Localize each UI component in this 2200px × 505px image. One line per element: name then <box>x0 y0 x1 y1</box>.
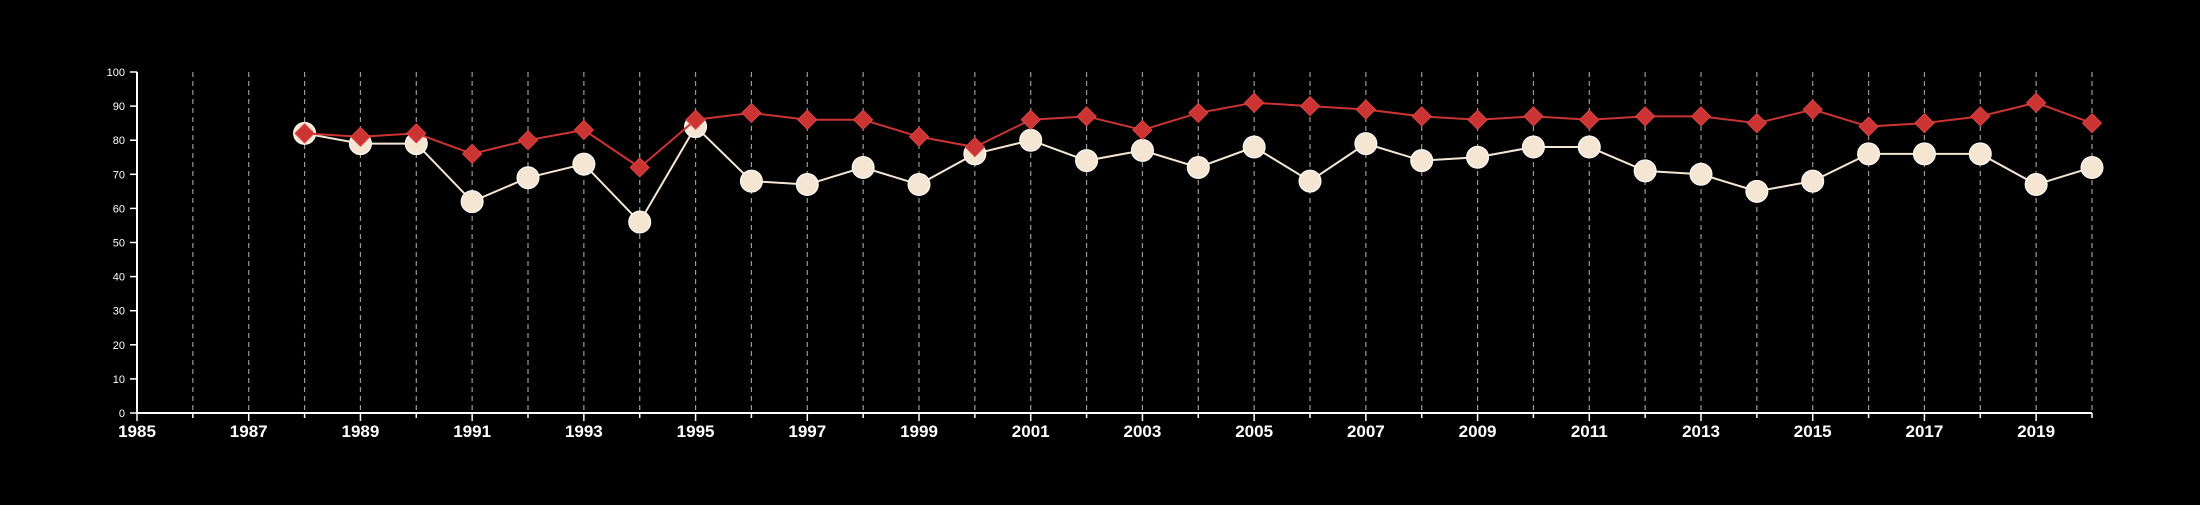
axes: 0 10 20 30 40 50 60 70 80 90 100 1985 1987 1989 1991 19… <box>107 67 2093 441</box>
y-tick-label: 90 <box>113 101 125 113</box>
data-point <box>350 126 371 147</box>
data-point <box>795 173 819 197</box>
x-tick-label: 1993 <box>565 422 603 441</box>
data-point <box>1467 109 1488 130</box>
data-point <box>1188 102 1209 124</box>
data-point <box>461 143 483 165</box>
x-tick-label: 2001 <box>1012 422 1050 441</box>
x-tick-label: 1991 <box>453 422 491 441</box>
data-point <box>1633 159 1657 183</box>
x-tick-label: 2015 <box>1794 422 1832 441</box>
data-point <box>1968 142 1992 166</box>
y-tick-label: 60 <box>113 203 125 215</box>
x-tick-label: 2003 <box>1124 422 1162 441</box>
x-tick-label: 2007 <box>1347 422 1385 441</box>
data-point <box>1914 112 1935 134</box>
y-tick-label: 100 <box>107 67 125 79</box>
data-point <box>1243 92 1265 113</box>
data-point <box>1410 149 1434 173</box>
y-tick-label: 80 <box>113 135 125 147</box>
data-point <box>907 173 931 197</box>
data-point <box>1521 135 1545 159</box>
y-tick-label: 50 <box>113 238 125 250</box>
data-point <box>739 169 763 193</box>
x-tick-label: 1989 <box>342 422 380 441</box>
y-tick-label: 70 <box>113 169 125 181</box>
series-diamond <box>294 92 2103 178</box>
data-point <box>2081 112 2103 134</box>
data-point <box>2024 173 2048 197</box>
data-point <box>1579 109 1600 130</box>
data-point <box>460 190 484 214</box>
data-point <box>1411 106 1432 127</box>
data-point <box>1745 179 1769 203</box>
x-tick-label: 2013 <box>1682 422 1720 441</box>
y-tick-label: 20 <box>113 340 125 352</box>
y-tick-label: 30 <box>113 306 125 318</box>
x-tick-label: 1999 <box>900 422 938 441</box>
data-point <box>1912 142 1936 166</box>
data-point <box>1746 112 1768 134</box>
data-point <box>516 166 540 190</box>
x-tick-label: 2009 <box>1459 422 1497 441</box>
data-point <box>1020 109 1041 130</box>
y-tick-label: 40 <box>113 272 125 284</box>
data-point <box>1075 149 1099 173</box>
x-tick-label: 2017 <box>1906 422 1944 441</box>
data-point <box>1634 106 1656 127</box>
x-tick-label: 1997 <box>788 422 826 441</box>
data-point <box>852 109 874 130</box>
data-point <box>2025 92 2047 113</box>
data-point <box>1076 106 1097 127</box>
data-point <box>741 102 762 124</box>
x-tick-label: 2019 <box>2017 422 2055 441</box>
x-tick-label: 2005 <box>1235 422 1273 441</box>
data-point <box>1186 155 1210 179</box>
data-point <box>1970 106 1991 127</box>
data-point <box>1019 128 1043 152</box>
data-point <box>685 109 706 130</box>
data-point <box>1130 138 1154 162</box>
data-point <box>1354 132 1378 156</box>
data-point <box>1801 169 1825 193</box>
data-point <box>628 210 652 234</box>
x-tick-label: 1985 <box>118 422 156 441</box>
x-tick-label: 1995 <box>677 422 715 441</box>
data-point <box>517 129 539 151</box>
data-point <box>1466 145 1490 169</box>
data-point <box>851 155 875 179</box>
x-tick-label: 2011 <box>1571 422 1608 441</box>
data-point <box>1802 99 1823 120</box>
data-point <box>406 123 427 144</box>
data-point <box>1132 119 1153 141</box>
data-point <box>1689 162 1713 186</box>
data-point <box>629 157 650 178</box>
data-point <box>1858 116 1879 137</box>
data-point <box>1298 169 1322 193</box>
y-tick-label: 10 <box>113 374 125 386</box>
data-point <box>1523 106 1544 127</box>
data-point <box>2080 155 2104 179</box>
data-point <box>1577 135 1601 159</box>
data-point <box>1857 142 1881 166</box>
x-tick-label: 1987 <box>230 422 268 441</box>
data-point <box>1299 95 1321 117</box>
data-point <box>573 119 595 141</box>
data-point <box>1355 99 1377 120</box>
data-point <box>572 152 596 176</box>
data-point <box>1242 135 1266 159</box>
data-point <box>797 109 818 130</box>
series-lines <box>293 92 2104 234</box>
data-point <box>964 136 986 158</box>
data-point <box>908 126 930 147</box>
y-tick-label: 0 <box>119 408 125 420</box>
data-point <box>294 123 315 144</box>
data-point <box>1690 106 1712 127</box>
